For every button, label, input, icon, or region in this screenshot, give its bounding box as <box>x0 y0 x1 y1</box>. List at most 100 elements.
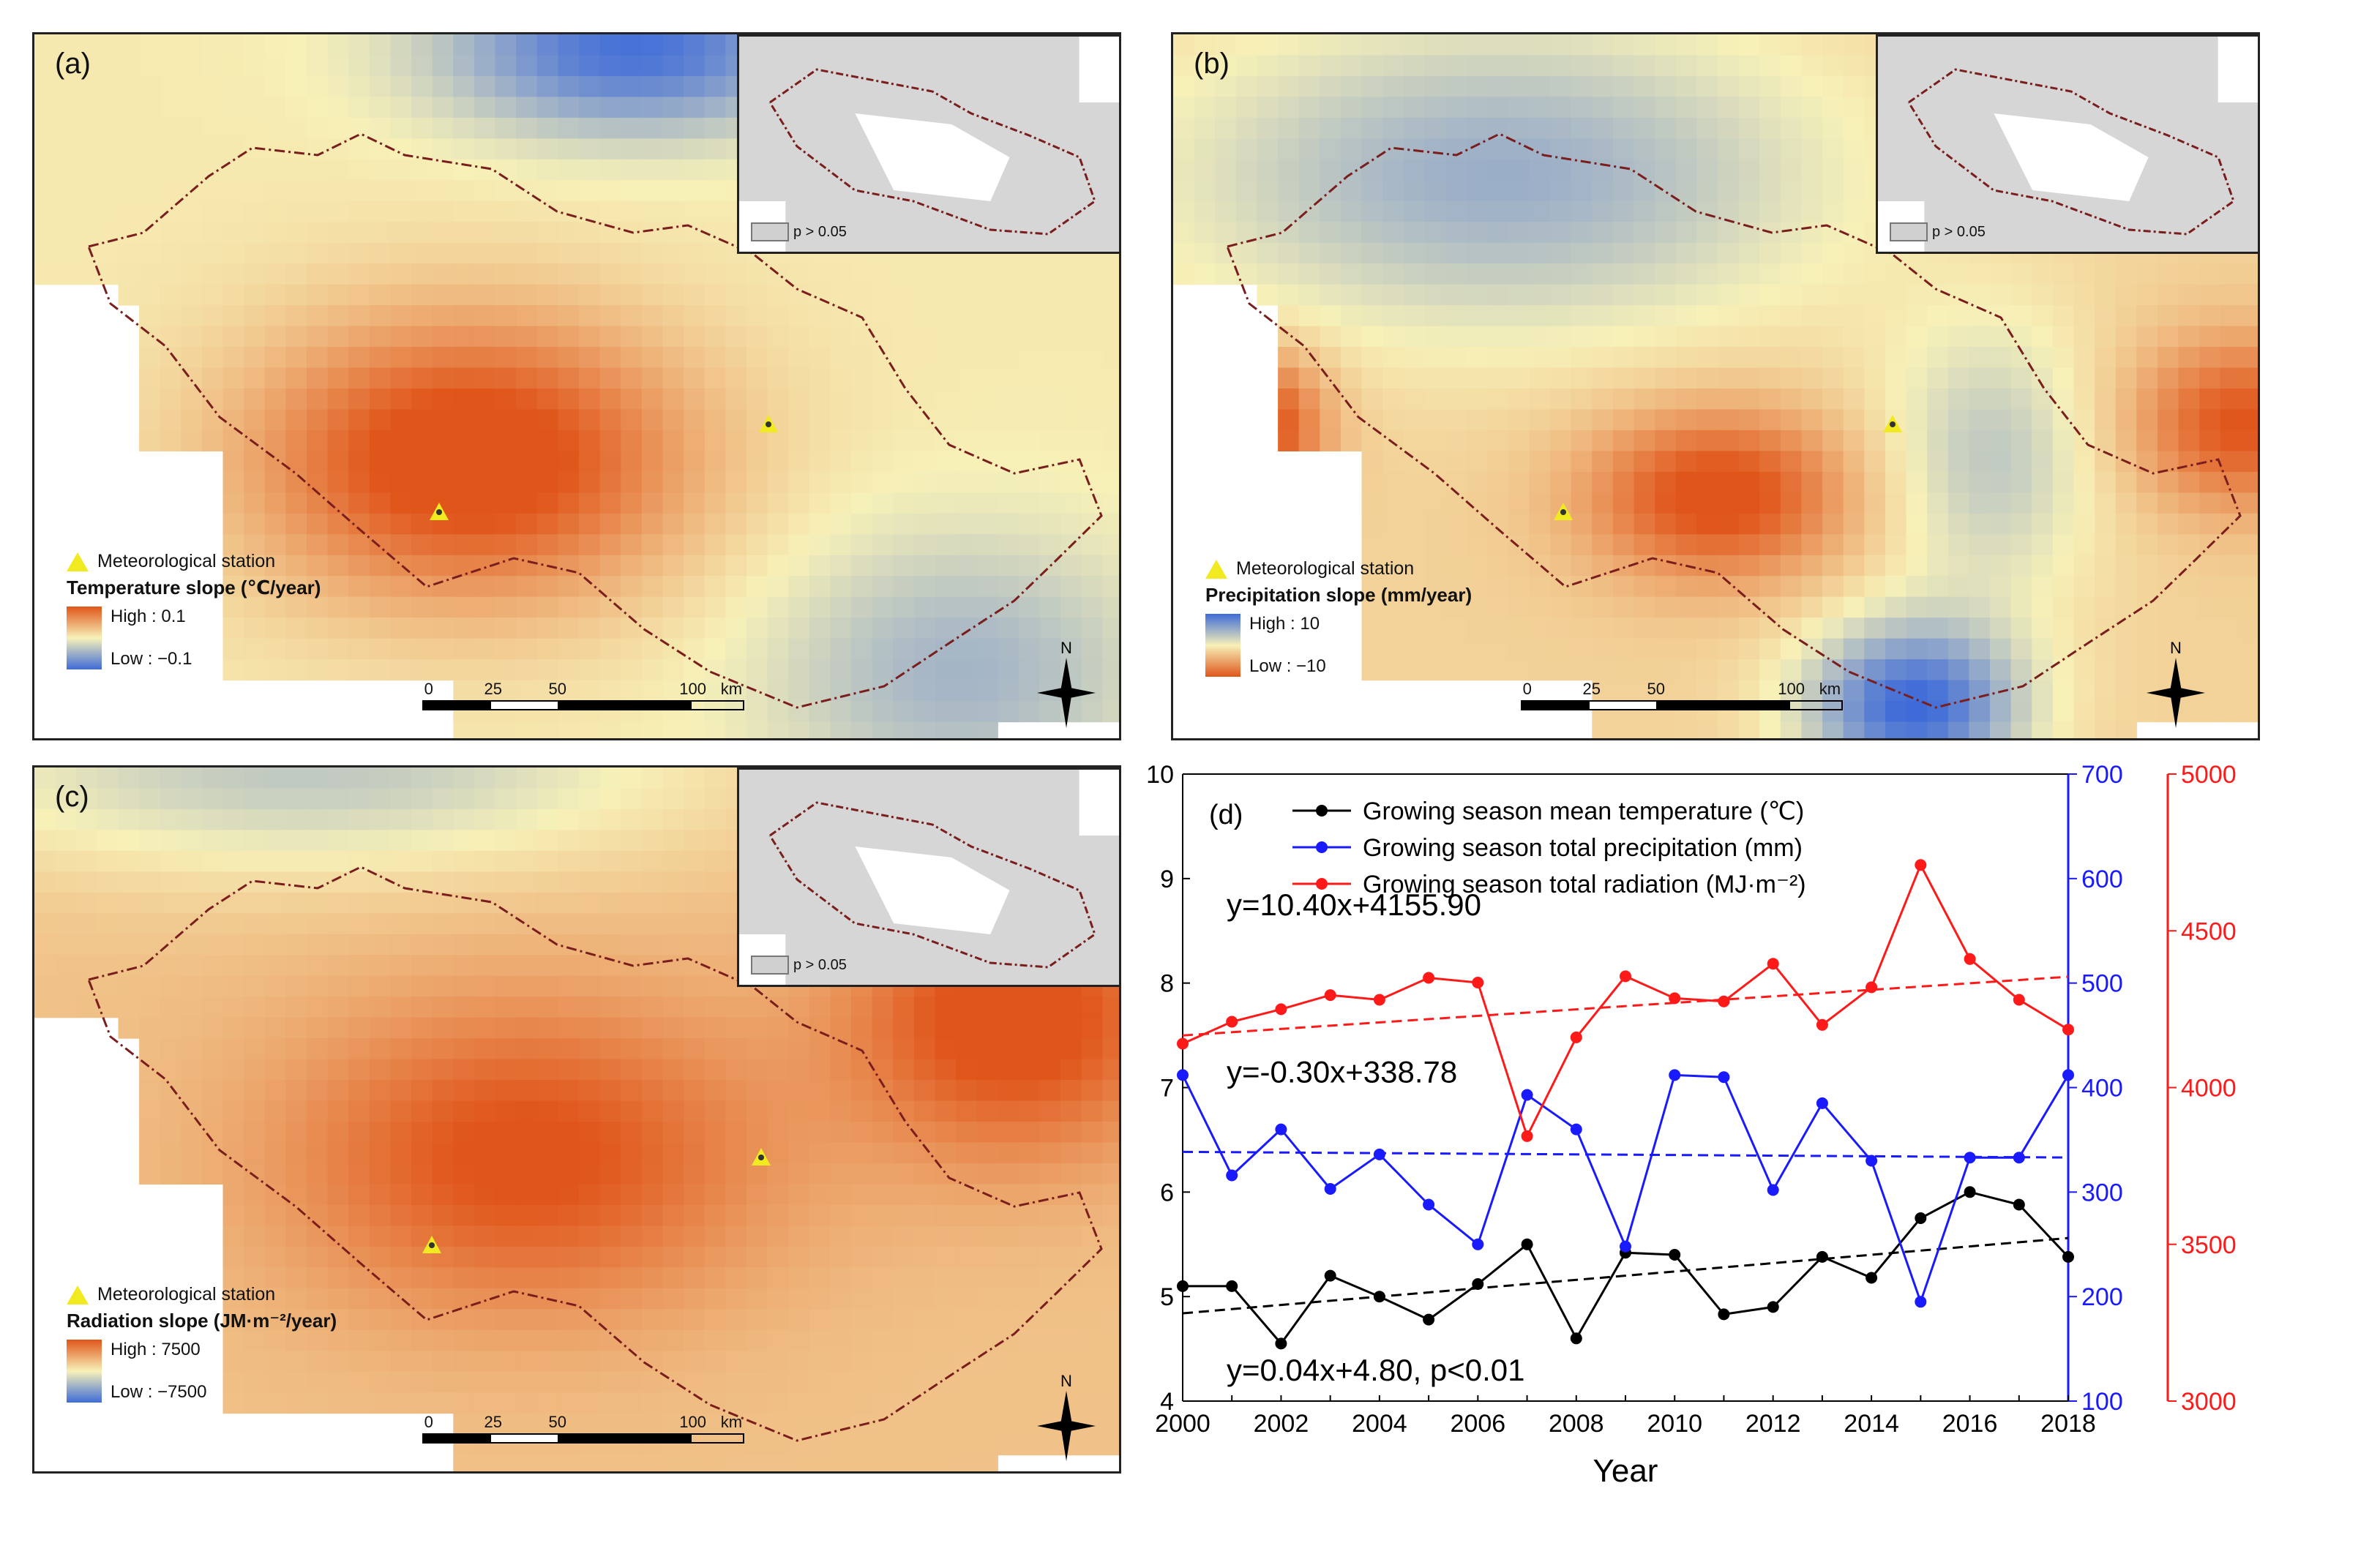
raster-cell <box>1039 638 1061 660</box>
raster-cell <box>97 117 119 139</box>
raster-cell <box>1571 138 1593 160</box>
raster-cell <box>1612 471 1635 493</box>
raster-cell <box>2220 388 2242 410</box>
raster-cell <box>1655 534 1677 556</box>
raster-cell <box>264 75 286 97</box>
raster-cell <box>474 659 496 681</box>
raster-cell <box>641 1017 663 1039</box>
raster-cell <box>55 159 77 181</box>
raster-cell <box>244 1329 266 1351</box>
raster-cell <box>1718 284 1740 306</box>
raster-cell <box>76 55 98 77</box>
raster-cell <box>1529 117 1551 139</box>
raster-cell <box>558 242 580 264</box>
raster-cell <box>851 555 873 577</box>
raster-cell <box>913 513 935 535</box>
raster-cell <box>222 242 244 264</box>
raster-cell <box>1990 388 2012 410</box>
raster-cell <box>1718 222 1740 244</box>
raster-cell <box>1466 451 1488 473</box>
raster-cell <box>307 618 329 639</box>
raster-cell <box>1634 429 1655 451</box>
raster-cell <box>725 1413 747 1435</box>
raster-cell <box>1102 1163 1119 1185</box>
raster-cell <box>201 955 224 977</box>
raster-cell <box>621 34 643 56</box>
raster-cell <box>662 596 684 618</box>
raster-cell <box>1801 680 1823 702</box>
raster-cell <box>474 534 496 556</box>
raster-cell <box>369 305 391 327</box>
raster-cell <box>516 1184 538 1206</box>
raster-cell <box>1018 1059 1041 1081</box>
raster-cell <box>474 975 496 997</box>
raster-cell <box>369 347 391 369</box>
raster-cell <box>2136 326 2158 348</box>
raster-cell <box>1445 75 1467 97</box>
raster-cell <box>327 1038 349 1060</box>
raster-cell <box>160 75 182 97</box>
raster-cell <box>348 75 370 97</box>
panel-label: (b) <box>1194 48 1230 80</box>
raster-cell <box>1018 471 1041 493</box>
raster-cell <box>1039 1204 1061 1226</box>
raster-cell <box>809 429 831 451</box>
raster-cell <box>830 1434 852 1456</box>
raster-cell <box>599 284 621 306</box>
raster-cell <box>264 242 286 264</box>
raster-cell <box>118 975 140 997</box>
raster-cell <box>558 1100 580 1122</box>
raster-cell <box>307 1017 329 1039</box>
raster-cell <box>579 1329 601 1351</box>
raster-cell <box>181 996 203 1018</box>
raster-cell <box>369 284 391 306</box>
raster-cell <box>474 1184 496 1206</box>
raster-cell <box>516 200 538 222</box>
raster-cell <box>244 263 266 285</box>
raster-cell <box>1060 996 1082 1018</box>
raster-cell <box>495 55 517 77</box>
raster-cell <box>1487 97 1509 119</box>
raster-cell <box>1340 263 1363 285</box>
raster-cell <box>516 492 538 514</box>
raster-cell <box>1215 200 1237 222</box>
raster-cell <box>956 1059 978 1081</box>
raster-cell <box>222 975 244 997</box>
raster-cell <box>913 263 935 285</box>
raster-cell <box>1018 680 1041 702</box>
raster-cell <box>998 680 1019 702</box>
raster-cell <box>1340 222 1363 244</box>
raster-cell <box>767 701 789 723</box>
raster-cell <box>222 55 244 77</box>
raster-cell <box>746 367 768 389</box>
raster-cell <box>599 159 621 181</box>
raster-cell <box>704 75 726 97</box>
x-tick-label: 2006 <box>1451 1410 1506 1438</box>
raster-cell <box>1340 34 1363 56</box>
raster-cell <box>285 75 307 97</box>
raster-cell <box>139 117 161 139</box>
raster-cell <box>432 388 454 410</box>
raster-cell <box>558 1267 580 1289</box>
raster-cell <box>1759 471 1781 493</box>
raster-cell <box>579 680 601 702</box>
raster-cell <box>432 913 454 935</box>
raster-cell <box>767 284 789 306</box>
raster-cell <box>1612 721 1635 738</box>
raster-cell <box>201 1017 224 1039</box>
study-area-boundary <box>87 866 1103 1442</box>
raster-cell <box>139 996 161 1018</box>
raster-cell <box>1822 471 1844 493</box>
raster-cell <box>935 1434 957 1456</box>
raster-cell <box>264 1288 286 1310</box>
raster-cell <box>264 534 286 556</box>
raster-cell <box>956 1017 978 1039</box>
raster-cell <box>222 1288 244 1310</box>
raster-cell <box>97 850 119 872</box>
raster-cell <box>1718 659 1740 681</box>
raster-cell <box>307 638 329 660</box>
trend-line <box>1182 1236 2069 1315</box>
raster-cell <box>307 659 329 681</box>
x-tick-label: 2012 <box>1745 1410 1801 1438</box>
raster-cell <box>558 1392 580 1414</box>
